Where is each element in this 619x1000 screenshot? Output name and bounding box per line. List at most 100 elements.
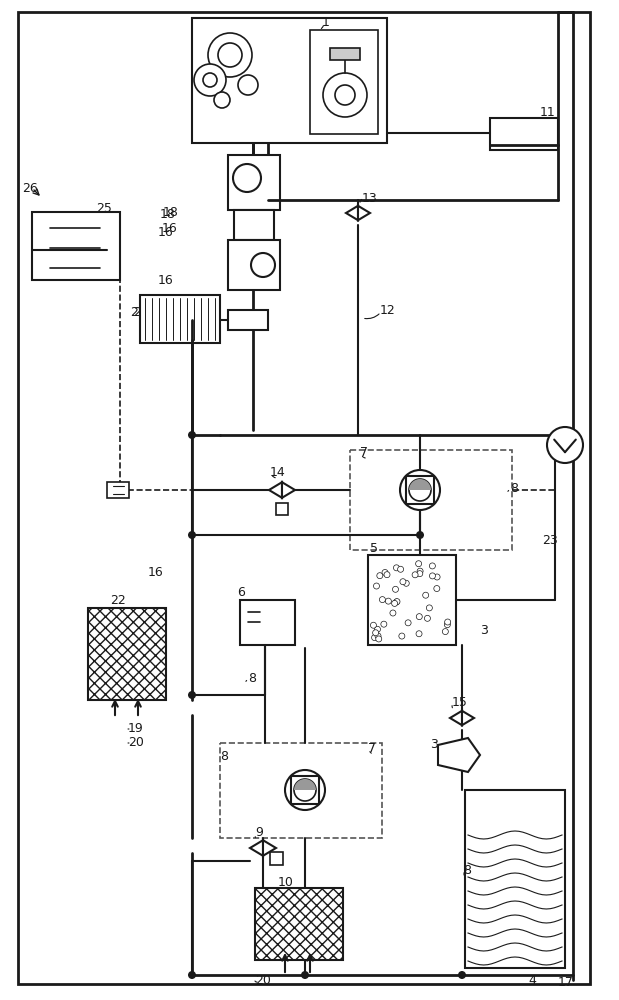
Circle shape (397, 566, 404, 572)
Bar (228, 240, 280, 290)
Bar (228, 310, 268, 330)
Circle shape (301, 971, 309, 979)
Bar (107, 482, 129, 498)
Circle shape (426, 605, 432, 611)
Circle shape (188, 531, 196, 539)
Bar (276, 503, 288, 515)
Circle shape (394, 599, 400, 605)
Text: 1: 1 (322, 15, 330, 28)
Text: 16: 16 (158, 226, 174, 238)
Polygon shape (263, 840, 276, 856)
Bar (220, 743, 382, 838)
Circle shape (373, 630, 379, 636)
Bar (406, 476, 434, 504)
Bar (310, 30, 378, 134)
Text: 6: 6 (237, 586, 245, 599)
Circle shape (376, 636, 382, 642)
Text: 19: 19 (128, 722, 144, 734)
Polygon shape (282, 482, 295, 498)
Text: 16: 16 (162, 222, 178, 234)
Circle shape (233, 164, 261, 192)
Circle shape (203, 73, 217, 87)
Circle shape (382, 569, 388, 575)
Circle shape (374, 626, 381, 632)
Circle shape (417, 568, 423, 574)
Bar (330, 48, 360, 60)
Circle shape (294, 779, 316, 801)
Circle shape (392, 586, 399, 592)
Text: 11: 11 (540, 106, 556, 119)
Circle shape (375, 633, 381, 639)
Polygon shape (269, 482, 282, 498)
Text: 4: 4 (528, 974, 536, 986)
Wedge shape (294, 779, 316, 790)
Circle shape (188, 971, 196, 979)
Circle shape (425, 615, 430, 621)
Bar (291, 776, 319, 804)
Circle shape (194, 64, 226, 96)
Bar (192, 18, 387, 143)
Bar (255, 888, 343, 960)
Circle shape (390, 610, 396, 616)
Text: 8: 8 (463, 863, 471, 876)
Circle shape (415, 561, 422, 567)
Text: 22: 22 (110, 593, 126, 606)
Circle shape (444, 622, 451, 628)
Circle shape (403, 580, 409, 586)
Bar (350, 450, 512, 550)
Bar (490, 118, 558, 150)
Circle shape (547, 427, 583, 463)
Text: 15: 15 (452, 696, 468, 708)
Polygon shape (250, 840, 263, 856)
Circle shape (400, 470, 440, 510)
Circle shape (386, 598, 391, 604)
Circle shape (373, 583, 379, 589)
Circle shape (384, 572, 390, 578)
Circle shape (188, 431, 196, 439)
Circle shape (434, 586, 440, 592)
Text: 17: 17 (558, 976, 574, 988)
Text: 3: 3 (430, 738, 438, 752)
Text: 18: 18 (160, 209, 176, 222)
Wedge shape (409, 479, 431, 490)
Text: 9: 9 (255, 826, 263, 840)
Circle shape (399, 633, 405, 639)
Text: 8: 8 (510, 482, 518, 494)
Polygon shape (358, 206, 370, 220)
Circle shape (285, 770, 325, 810)
Circle shape (370, 622, 376, 628)
Circle shape (430, 573, 435, 579)
Circle shape (238, 75, 258, 95)
Circle shape (400, 579, 406, 585)
Circle shape (188, 691, 196, 699)
Circle shape (208, 33, 252, 77)
Circle shape (417, 571, 423, 577)
Circle shape (377, 573, 383, 579)
Bar (465, 790, 565, 968)
Polygon shape (438, 738, 480, 772)
Bar (32, 212, 120, 280)
Circle shape (405, 620, 411, 626)
Polygon shape (346, 206, 358, 220)
Circle shape (412, 572, 418, 578)
Circle shape (409, 479, 431, 501)
Circle shape (218, 43, 242, 67)
Bar (88, 608, 166, 700)
Text: 25: 25 (96, 202, 112, 215)
Text: 8: 8 (220, 750, 228, 762)
Bar (140, 295, 220, 343)
Bar (228, 155, 280, 210)
Text: 12: 12 (380, 304, 396, 316)
Text: 26: 26 (22, 182, 38, 194)
Text: 8: 8 (248, 672, 256, 684)
Circle shape (394, 565, 399, 571)
Circle shape (416, 631, 422, 637)
Circle shape (417, 614, 422, 620)
Text: 13: 13 (362, 192, 378, 205)
Text: 3: 3 (480, 624, 488, 637)
Circle shape (214, 92, 230, 108)
Text: 2: 2 (133, 306, 141, 318)
Circle shape (335, 85, 355, 105)
Text: 10: 10 (278, 876, 294, 888)
Text: 16: 16 (148, 566, 164, 578)
